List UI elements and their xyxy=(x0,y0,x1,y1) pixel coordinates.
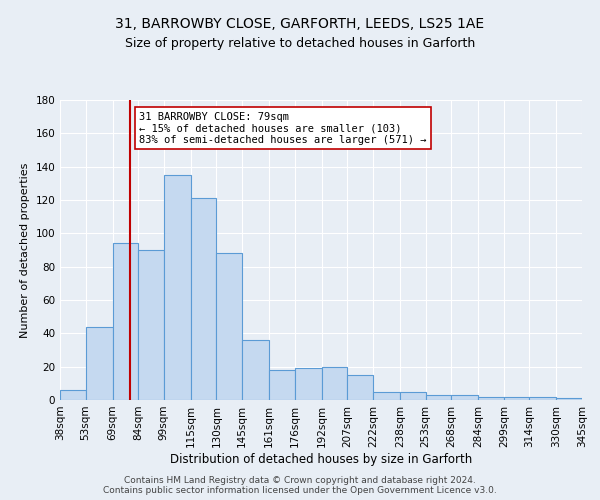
Bar xyxy=(529,396,556,400)
Y-axis label: Number of detached properties: Number of detached properties xyxy=(20,162,30,338)
Bar xyxy=(322,366,347,400)
Text: 31, BARROWBY CLOSE, GARFORTH, LEEDS, LS25 1AE: 31, BARROWBY CLOSE, GARFORTH, LEEDS, LS2… xyxy=(115,18,485,32)
Bar xyxy=(478,396,504,400)
Text: Size of property relative to detached houses in Garforth: Size of property relative to detached ho… xyxy=(125,38,475,51)
Bar xyxy=(451,395,478,400)
Bar xyxy=(86,326,113,400)
Bar xyxy=(242,340,269,400)
Bar xyxy=(138,250,164,400)
Bar xyxy=(269,370,295,400)
X-axis label: Distribution of detached houses by size in Garforth: Distribution of detached houses by size … xyxy=(170,452,472,466)
Text: 31 BARROWBY CLOSE: 79sqm
← 15% of detached houses are smaller (103)
83% of semi-: 31 BARROWBY CLOSE: 79sqm ← 15% of detach… xyxy=(139,112,427,145)
Bar xyxy=(60,390,86,400)
Bar xyxy=(373,392,400,400)
Bar xyxy=(217,254,242,400)
Text: Contains HM Land Registry data © Crown copyright and database right 2024.
Contai: Contains HM Land Registry data © Crown c… xyxy=(103,476,497,495)
Bar xyxy=(295,368,322,400)
Bar xyxy=(113,244,138,400)
Bar xyxy=(556,398,582,400)
Bar xyxy=(504,396,529,400)
Bar xyxy=(191,198,217,400)
Bar xyxy=(425,395,451,400)
Bar xyxy=(400,392,425,400)
Bar xyxy=(347,375,373,400)
Bar xyxy=(164,175,191,400)
